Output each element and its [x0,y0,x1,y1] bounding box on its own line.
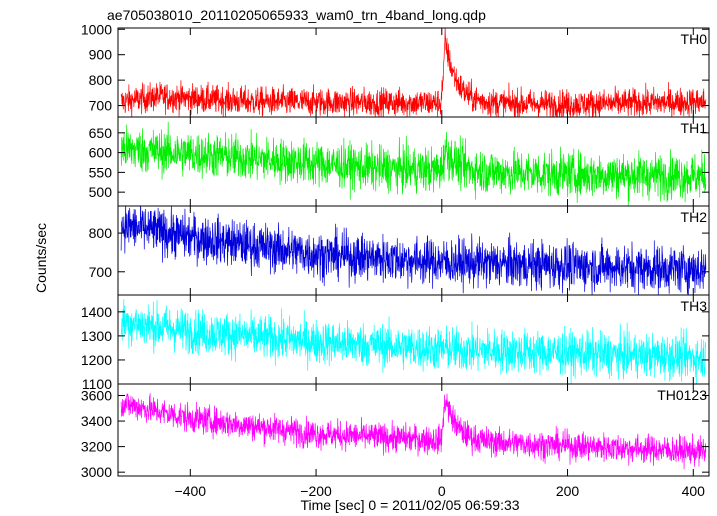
y-tick-label: 700 [89,98,113,114]
series-th1 [120,121,707,206]
y-tick-label: 1000 [81,21,112,37]
series-th3 [120,299,707,384]
y-tick-label: 3200 [81,439,112,455]
x-axis: −400 −200 0 200 400 [175,483,706,499]
y-tick-label: 700 [89,264,113,280]
x-tick-label: 0 [438,483,446,499]
x-tick-label: −200 [300,483,332,499]
y-tick-label: 3400 [81,413,112,429]
x-tick-label: −400 [175,483,207,499]
y-axis-label: Counts/sec [33,223,49,293]
y-tick-label: 1300 [81,328,112,344]
x-tick-label: 400 [682,483,706,499]
series-th0123 [120,393,707,470]
chart-title: ae705038010_20110205065933_wam0_trn_4ban… [107,7,486,23]
y-tick-label: 650 [89,125,113,141]
panel-label: TH0 [681,31,708,47]
y-tick-label: 1200 [81,352,112,368]
panel-label: TH1 [681,120,708,136]
panel-th1: 500 550 600 650 TH1 [89,116,710,207]
panel-label: TH2 [681,209,708,225]
panel-label: TH3 [681,298,708,314]
y-tick-label: 550 [89,164,113,180]
y-tick-label: 3000 [81,464,112,480]
y-tick-label: 1100 [82,376,112,392]
x-axis-label: Time [sec] 0 = 2011/02/05 06:59:33 [300,497,519,513]
y-tick-label: 800 [89,72,113,88]
series-th2 [120,206,707,295]
y-tick-label: 600 [89,145,113,161]
panel-th0: 700 800 900 1000 TH0 [81,21,710,118]
panel-frame [117,383,710,477]
panel-th0123: 3000 3200 3400 3600 TH0123 [81,383,710,480]
y-tick-label: 1400 [81,304,112,320]
x-tick-label: 200 [556,483,580,499]
series-th0 [120,28,707,117]
y-tick-label: 800 [89,225,113,241]
panels: 700 800 900 1000 TH0 500 550 600 650 TH1 700 800 TH2… [81,21,710,480]
panel-th2: 700 800 TH2 [89,205,710,296]
y-tick-label: 900 [89,47,113,63]
panel-th3: 1100 1200 1300 1400 TH3 [81,294,710,392]
panel-label: TH0123 [657,387,707,403]
y-tick-label: 500 [89,184,113,200]
y-tick-label: 3600 [81,388,112,404]
